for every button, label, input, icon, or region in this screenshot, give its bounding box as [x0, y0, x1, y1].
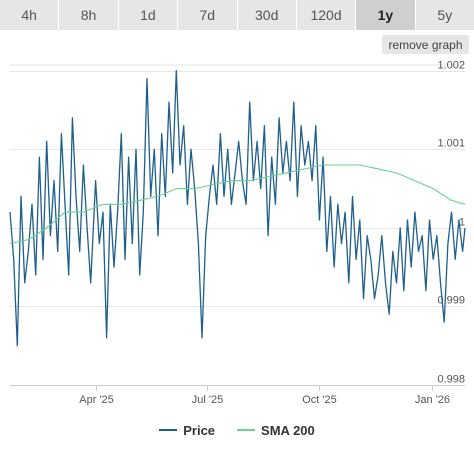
remove-graph-button[interactable]: remove graph: [382, 35, 469, 54]
range-selector: 4h 8h 1d 7d 30d 120d 1y 5y: [0, 0, 474, 30]
legend-swatch-price: [159, 429, 178, 431]
x-tick-label: Apr '25: [79, 394, 114, 406]
y-tick-label: 1.001: [437, 138, 465, 150]
x-tick-label: Jan '26: [415, 394, 450, 406]
range-button-1y[interactable]: 1y: [356, 0, 415, 30]
range-button-1d[interactable]: 1d: [118, 0, 178, 30]
sma-200-series-line: [9, 164, 466, 245]
y-tick-label: 0.999: [437, 295, 465, 307]
legend-swatch-sma: [237, 429, 256, 431]
x-tick-label: Oct '25: [302, 394, 337, 406]
legend-label-sma: SMA 200: [261, 422, 315, 438]
range-button-5y[interactable]: 5y: [415, 0, 474, 30]
x-tick-label: Jul '25: [192, 394, 223, 406]
legend-label-price: Price: [183, 422, 216, 438]
tick-layer: 0.998 0.999 1 1.001 1.002 Apr '25 Jul '25 Oct '…: [79, 60, 465, 407]
price-series-line: [9, 70, 466, 347]
legend-item-price[interactable]: Price: [159, 423, 215, 438]
range-button-4h[interactable]: 4h: [0, 0, 59, 30]
legend-item-sma[interactable]: SMA 200: [237, 423, 315, 438]
y-tick-label: 1.002: [437, 60, 465, 72]
range-button-30d[interactable]: 30d: [237, 0, 296, 30]
series-layer: [9, 70, 466, 347]
range-button-7d[interactable]: 7d: [178, 0, 237, 30]
range-button-120d[interactable]: 120d: [296, 0, 356, 30]
chart-legend: Price SMA 200: [0, 418, 474, 442]
y-tick-label: 0.998: [437, 374, 465, 386]
range-button-8h[interactable]: 8h: [59, 0, 118, 30]
y-tick-label: 1: [459, 217, 465, 229]
